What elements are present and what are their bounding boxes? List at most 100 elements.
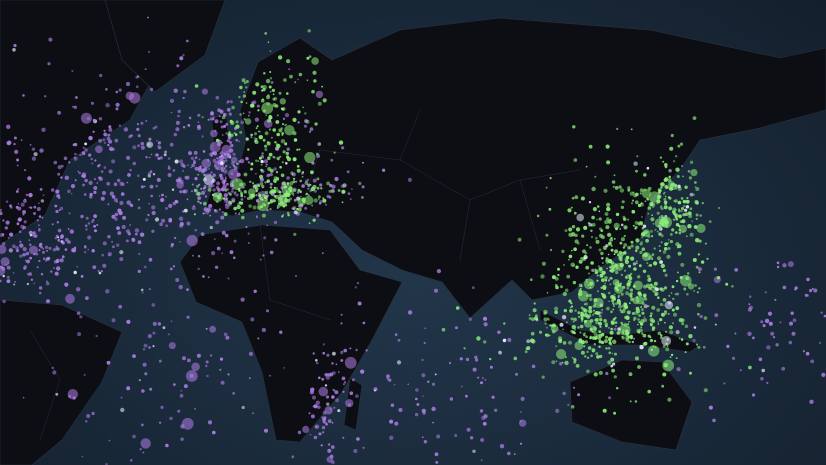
green-point bbox=[675, 306, 680, 311]
green-point bbox=[623, 269, 627, 272]
purple-point bbox=[227, 150, 229, 152]
purple-point bbox=[332, 371, 336, 375]
green-point bbox=[269, 186, 273, 189]
green-point bbox=[616, 387, 619, 390]
purple-point bbox=[93, 214, 97, 219]
green-point bbox=[282, 123, 284, 126]
purple-point bbox=[427, 380, 430, 383]
purple-point bbox=[51, 366, 54, 370]
purple-point bbox=[229, 100, 233, 104]
green-point bbox=[580, 287, 582, 290]
purple-point bbox=[91, 220, 94, 223]
green-point bbox=[671, 285, 675, 289]
green-point bbox=[638, 314, 641, 317]
purple-point bbox=[297, 78, 299, 81]
purple-point bbox=[92, 265, 97, 270]
purple-point bbox=[87, 235, 92, 240]
green-point bbox=[641, 311, 645, 315]
green-point bbox=[686, 292, 689, 296]
green-point bbox=[573, 317, 577, 322]
purple-point bbox=[805, 351, 810, 356]
green-point bbox=[697, 312, 700, 316]
green-point bbox=[578, 315, 580, 318]
green-point bbox=[641, 236, 644, 239]
green-point bbox=[657, 224, 661, 228]
green-point bbox=[609, 283, 612, 286]
green-point bbox=[625, 335, 630, 340]
purple-point bbox=[223, 167, 226, 170]
green-point bbox=[697, 253, 701, 256]
purple-point bbox=[219, 120, 223, 124]
green-point bbox=[634, 225, 638, 229]
purple-point bbox=[137, 144, 141, 148]
purple-point bbox=[19, 240, 22, 243]
purple-point bbox=[15, 190, 19, 193]
purple-point bbox=[768, 321, 773, 326]
green-point bbox=[254, 140, 259, 145]
purple-point bbox=[2, 274, 5, 278]
purple-point bbox=[233, 256, 236, 260]
green-point bbox=[607, 279, 611, 282]
purple-point bbox=[219, 109, 224, 114]
purple-point bbox=[148, 156, 151, 159]
purple-point bbox=[44, 245, 49, 249]
purple-point bbox=[22, 94, 25, 97]
purple-point bbox=[172, 201, 177, 206]
purple-point bbox=[91, 249, 95, 253]
purple-point bbox=[389, 435, 394, 440]
green-point bbox=[668, 169, 672, 173]
green-point bbox=[627, 323, 630, 325]
purple-point bbox=[214, 164, 217, 168]
green-point bbox=[667, 247, 671, 250]
green-point bbox=[302, 171, 305, 173]
purple-point bbox=[208, 203, 213, 208]
green-point bbox=[275, 177, 280, 181]
purple-point bbox=[169, 98, 175, 103]
green-point bbox=[650, 217, 655, 222]
green-point bbox=[250, 167, 253, 171]
green-point bbox=[678, 214, 682, 219]
purple-point bbox=[531, 364, 536, 369]
purple-point bbox=[44, 95, 47, 98]
purple-point bbox=[573, 386, 575, 389]
green-point bbox=[528, 317, 532, 320]
green-point bbox=[338, 140, 344, 145]
green-point bbox=[639, 242, 643, 246]
green-point bbox=[695, 265, 699, 269]
purple-point bbox=[68, 161, 71, 164]
green-point bbox=[648, 258, 650, 260]
purple-point bbox=[147, 174, 151, 178]
green-point bbox=[605, 347, 608, 350]
purple-point bbox=[212, 430, 216, 435]
purple-point bbox=[327, 373, 332, 377]
purple-point bbox=[194, 177, 198, 181]
purple-point bbox=[88, 153, 92, 157]
purple-point bbox=[16, 164, 19, 167]
green-point bbox=[683, 205, 686, 208]
purple-point bbox=[123, 127, 129, 132]
purple-point bbox=[112, 245, 115, 248]
green-point bbox=[279, 202, 284, 207]
purple-point bbox=[320, 444, 323, 447]
purple-point bbox=[230, 143, 234, 148]
green-point bbox=[689, 160, 694, 164]
green-point bbox=[243, 91, 246, 93]
purple-point bbox=[193, 150, 198, 155]
purple-point bbox=[766, 381, 769, 385]
purple-point bbox=[90, 101, 94, 105]
purple-point bbox=[507, 337, 512, 343]
green-point bbox=[575, 265, 579, 269]
purple-point bbox=[149, 184, 154, 189]
purple-point bbox=[220, 380, 225, 385]
green-point bbox=[633, 161, 638, 166]
green-point bbox=[321, 85, 323, 88]
green-point bbox=[543, 317, 548, 322]
green-point bbox=[571, 356, 574, 359]
purple-point bbox=[142, 348, 146, 351]
purple-point bbox=[269, 182, 273, 186]
purple-point bbox=[304, 206, 308, 210]
green-point bbox=[692, 116, 697, 120]
green-point bbox=[600, 251, 604, 256]
purple-point bbox=[152, 173, 156, 176]
